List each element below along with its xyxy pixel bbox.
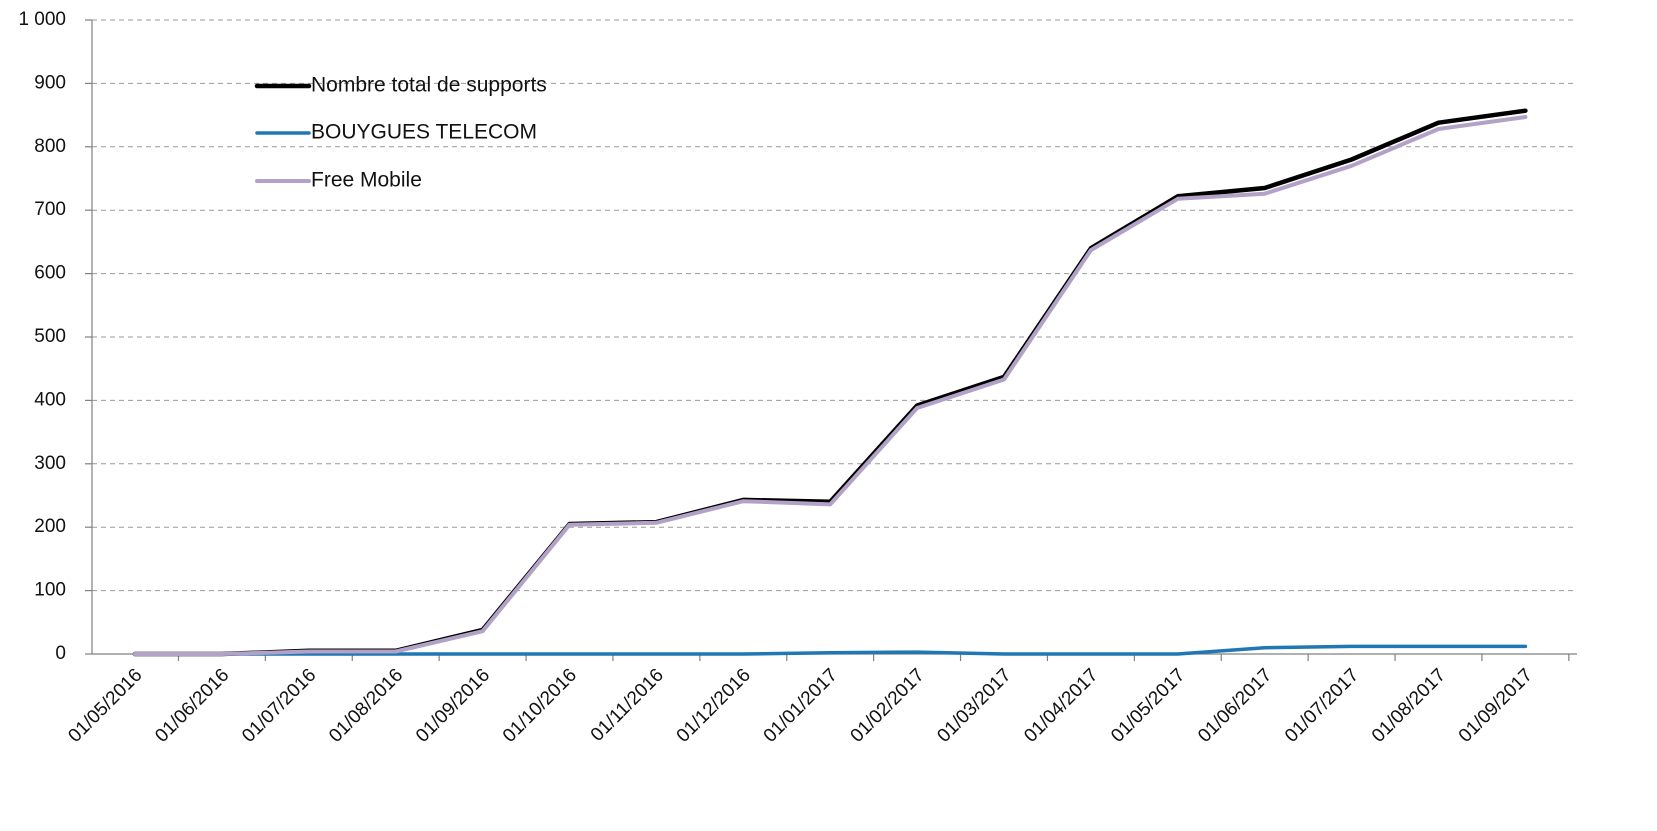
- y-tick-label: 300: [34, 453, 66, 474]
- y-tick-label: 700: [34, 199, 66, 220]
- series-line-free-mobile: [133, 115, 1528, 656]
- y-tick-label: 200: [34, 516, 66, 537]
- y-tick-label: 1 000: [18, 9, 66, 30]
- y-tick-label: 0: [55, 643, 66, 664]
- y-tick-label: 100: [34, 580, 66, 601]
- x-tick-label: 01/08/2017: [1368, 665, 1450, 747]
- x-tick-label: 01/06/2016: [151, 665, 233, 747]
- legend-label-nombre-total-de-supports: Nombre total de supports: [311, 74, 547, 97]
- x-tick-label: 01/05/2016: [64, 665, 146, 747]
- x-tick-label: 01/07/2017: [1281, 665, 1363, 747]
- x-tick-label: 01/10/2016: [499, 665, 581, 747]
- x-tick-label: 01/09/2017: [1455, 665, 1537, 747]
- legend-label-bouygues-telecom: BOUYGUES TELECOM: [311, 121, 537, 144]
- x-tick-label: 01/06/2017: [1194, 665, 1276, 747]
- axes: [85, 19, 1577, 661]
- x-tick-label: 01/07/2016: [238, 665, 320, 747]
- legend-label-free-mobile: Free Mobile: [311, 169, 422, 192]
- y-tick-label: 800: [34, 136, 66, 157]
- series-line-nombre-total-de-supports: [132, 108, 1528, 657]
- x-tick-label: 01/09/2016: [412, 665, 494, 747]
- y-tick-label: 400: [34, 389, 66, 410]
- x-tick-label: 01/11/2016: [587, 665, 668, 746]
- gridlines: [92, 19, 1577, 592]
- x-axis-tick-labels: 01/05/2016 01/06/2016 01/07/2016 01/08/2016…: [64, 665, 1536, 747]
- y-tick-label: 500: [34, 326, 66, 347]
- x-tick-label: 01/01/2017: [760, 665, 842, 747]
- y-axis-tick-labels: 0 100 200 300 400 500 600 700 800 900 1 000: [18, 9, 66, 664]
- y-tick-label: 600: [34, 263, 66, 284]
- x-tick-label: 01/12/2016: [673, 665, 755, 747]
- legend: Nombre total de supports BOUYGUES TELECOM…: [254, 74, 547, 192]
- series-line-bouygues-telecom: [133, 644, 1528, 656]
- x-tick-label: 01/05/2017: [1107, 665, 1189, 747]
- series-lines: [132, 108, 1528, 657]
- x-tick-label: 01/03/2017: [933, 665, 1015, 747]
- x-tick-label: 01/08/2016: [325, 665, 407, 747]
- x-tick-label: 01/04/2017: [1020, 665, 1102, 747]
- x-tick-label: 01/02/2017: [847, 665, 929, 747]
- y-tick-label: 900: [34, 72, 66, 93]
